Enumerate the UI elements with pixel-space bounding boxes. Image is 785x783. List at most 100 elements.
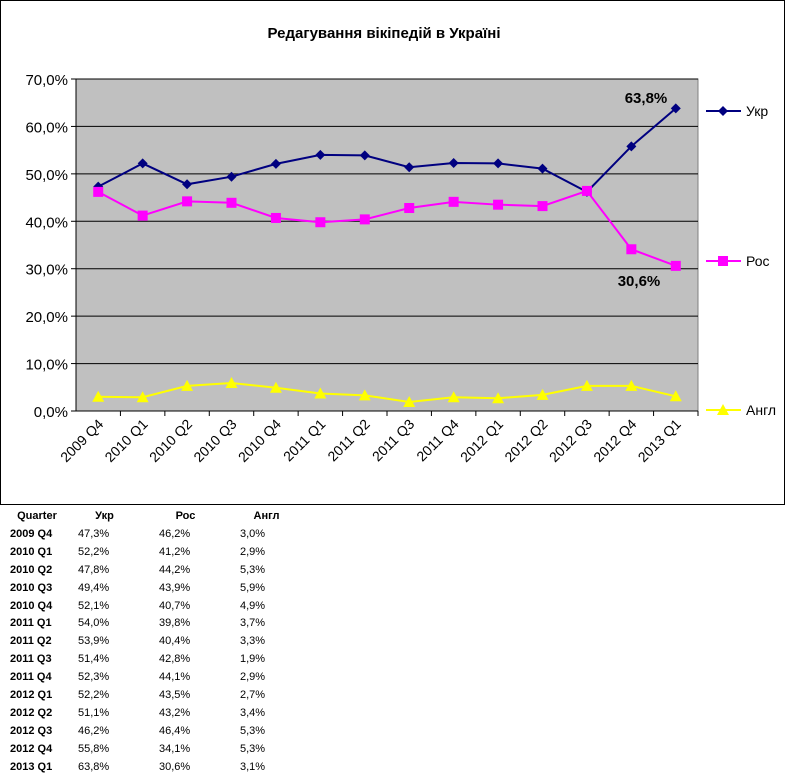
data-point	[493, 158, 504, 169]
header-ukr: Укр	[95, 510, 114, 522]
header-ros: Рос	[175, 510, 196, 522]
quarter-cell: 2011 Q4	[10, 671, 52, 684]
data-point	[404, 203, 415, 214]
y-tick-label: 10,0%	[25, 357, 68, 374]
series-line-1	[97, 189, 677, 267]
data-point	[581, 185, 592, 196]
table-row: 2011 Q2 53,9% 40,4% 3,3%	[10, 633, 307, 651]
data-point	[669, 390, 682, 402]
value-cell: 5,3%	[240, 563, 266, 576]
x-tick-label: 2010 Q2	[146, 416, 195, 465]
quarter-cell: 2010 Q3	[10, 581, 53, 594]
quarter-cell: 2011 Q3	[10, 653, 52, 666]
quarter-cell: 2013 Q1	[10, 760, 53, 773]
data-point	[314, 387, 327, 399]
table-row: 2010 Q4 52,1% 40,7% 4,9%	[10, 598, 307, 616]
value-cell: 44,1%	[159, 671, 191, 684]
value-cell: 40,4%	[159, 635, 191, 648]
quarter-cell: 2012 Q2	[10, 706, 53, 719]
data-point	[626, 244, 637, 255]
y-tick-label: 0,0%	[34, 404, 68, 421]
series-line-0	[97, 107, 677, 194]
legend-label: Англ	[746, 402, 776, 418]
value-cell: 46,2%	[78, 724, 110, 737]
table-row: 2013 Q1 63,8% 30,6% 3,1%	[10, 759, 307, 777]
value-cell: 1,9%	[240, 653, 266, 666]
data-table: Quarter Укр Рос Англ 2009 Q4 47,3% 46,2% 3,…	[10, 508, 307, 777]
plot-area	[75, 78, 699, 412]
quarter-cell: 2012 Q4	[10, 742, 53, 755]
legend-label: Укр	[746, 103, 768, 119]
value-cell: 2,7%	[240, 689, 266, 702]
data-point	[270, 212, 281, 223]
data-point	[315, 149, 326, 160]
value-cell: 63,8%	[78, 760, 110, 773]
data-point	[448, 157, 459, 168]
value-cell: 34,1%	[159, 742, 191, 755]
data-point	[625, 379, 638, 391]
x-tick-label: 2010 Q4	[235, 416, 284, 465]
series-line-2	[98, 382, 677, 403]
table-header-row: Quarter Укр Рос Англ	[10, 508, 307, 526]
data-point	[403, 395, 416, 407]
data-point	[447, 391, 460, 403]
value-cell: 43,2%	[159, 706, 191, 719]
quarter-cell: 2012 Q1	[10, 689, 53, 702]
chart-title: Редагування вікіпедій в Україні	[268, 25, 501, 42]
x-tick-label: 2012 Q2	[501, 416, 550, 465]
value-cell: 46,4%	[159, 724, 191, 737]
table-row: 2009 Q4 47,3% 46,2% 3,0%	[10, 526, 307, 544]
value-cell: 52,2%	[78, 545, 110, 558]
legend-label: Рос	[746, 253, 770, 269]
legend-marker	[718, 106, 728, 116]
data-label: 30,6%	[618, 273, 661, 290]
quarter-cell: 2011 Q2	[10, 635, 52, 648]
data-point	[492, 392, 505, 404]
table-row: 2012 Q3 46,2% 46,4% 5,3%	[10, 723, 307, 741]
line-chart: Редагування вікіпедій в Україні 0,0% 10,0%…	[25, 25, 776, 465]
value-cell: 39,8%	[159, 617, 191, 630]
value-cell: 5,3%	[240, 724, 266, 737]
value-cell: 3,0%	[240, 527, 266, 540]
data-point	[537, 201, 548, 212]
data-point	[181, 379, 194, 391]
x-tick-label: 2010 Q1	[101, 416, 150, 465]
value-cell: 40,7%	[159, 599, 191, 612]
value-cell: 44,2%	[159, 563, 191, 576]
table-row: 2012 Q1 52,2% 43,5% 2,7%	[10, 687, 307, 705]
data-point	[359, 150, 370, 161]
value-cell: 2,9%	[240, 671, 266, 684]
data-point	[270, 158, 281, 169]
data-point	[182, 196, 193, 207]
chart-frame: Редагування вікіпедій в Україні 0,0% 10,0%…	[0, 0, 785, 505]
table-row: 2011 Q4 52,3% 44,1% 2,9%	[10, 669, 307, 687]
table-row: 2012 Q2 51,1% 43,2% 3,4%	[10, 705, 307, 723]
y-tick-label: 70,0%	[25, 72, 68, 89]
quarter-cell: 2009 Q4	[10, 527, 53, 540]
value-cell: 5,3%	[240, 742, 266, 755]
table-row: 2012 Q4 55,8% 34,1% 5,3%	[10, 741, 307, 759]
value-cell: 52,1%	[78, 599, 110, 612]
value-cell: 41,2%	[159, 545, 191, 558]
value-cell: 2,9%	[240, 545, 266, 558]
table-row: 2010 Q2 47,8% 44,2% 5,3%	[10, 562, 307, 580]
value-cell: 51,4%	[78, 653, 110, 666]
data-label: 63,8%	[625, 90, 668, 107]
header-angl: Англ	[253, 510, 280, 522]
data-point	[226, 171, 237, 182]
data-point	[448, 196, 459, 207]
value-cell: 3,1%	[240, 760, 266, 773]
data-point	[404, 162, 415, 173]
value-cell: 55,8%	[78, 742, 110, 755]
data-point	[225, 377, 238, 389]
table-row: 2011 Q3 51,4% 42,8% 1,9%	[10, 651, 307, 669]
data-point	[136, 391, 149, 403]
value-cell: 3,7%	[240, 617, 266, 630]
value-cell: 54,0%	[78, 617, 110, 630]
value-cell: 43,9%	[159, 581, 191, 594]
y-tick-label: 40,0%	[25, 214, 68, 231]
table-row: 2011 Q1 54,0% 39,8% 3,7%	[10, 615, 307, 633]
data-point	[493, 199, 504, 210]
value-cell: 42,8%	[159, 653, 191, 666]
x-tick-label: 2011 Q2	[324, 416, 373, 465]
